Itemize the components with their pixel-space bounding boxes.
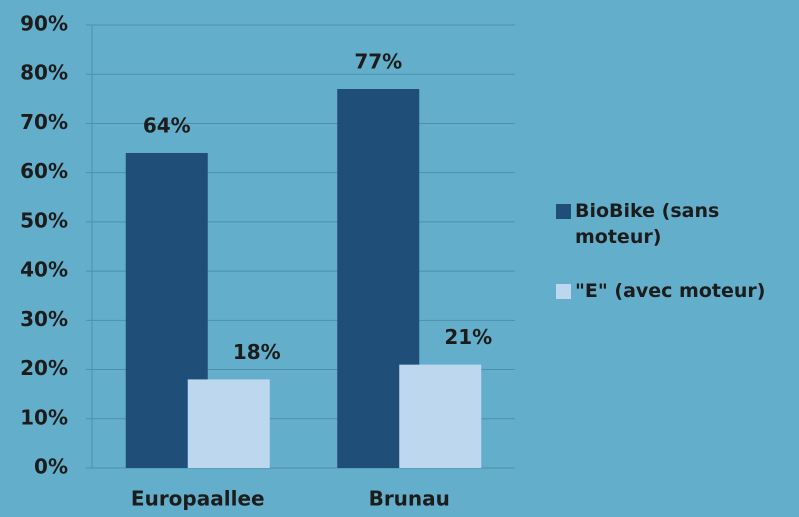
y-tick-label: 60% [20,159,68,183]
y-tick-label: 70% [20,110,68,134]
bar [187,379,270,468]
data-label: 64% [143,113,191,137]
y-tick-label: 80% [20,61,68,85]
data-label: 77% [354,49,402,73]
y-tick-label: 10% [20,405,68,429]
y-tick-label: 40% [20,258,68,282]
x-tick-label: Brunau [369,487,450,511]
y-tick-label: 0% [34,455,68,479]
y-tick-label: 30% [20,307,68,331]
y-tick-label: 90% [20,12,68,36]
legend-item: "E" (avec moteur) [556,278,796,304]
bar [399,364,482,468]
x-tick-label: Europaallee [131,487,265,511]
legend-swatch [556,284,571,299]
legend-item: BioBike (sans moteur) [556,198,796,250]
y-tick-label: 20% [20,356,68,380]
legend-swatch [556,204,571,219]
legend-label: BioBike (sans moteur) [575,200,720,248]
data-label: 21% [444,325,492,349]
legend-label: "E" (avec moteur) [575,280,766,302]
data-label: 18% [233,340,281,364]
y-tick-label: 50% [20,208,68,232]
